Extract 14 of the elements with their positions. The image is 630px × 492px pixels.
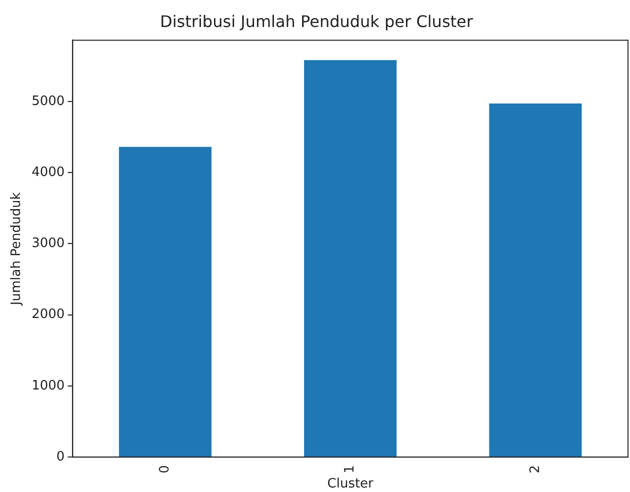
y-tick-label: 3000: [32, 236, 65, 252]
y-axis-title: Jumlah Penduduk: [9, 192, 24, 306]
y-tick-label: 5000: [32, 94, 65, 109]
bar: [304, 60, 397, 457]
y-tick-label: 4000: [32, 164, 65, 180]
x-tick-label: 2: [528, 465, 543, 474]
x-axis-title: Cluster: [327, 476, 374, 492]
y-tick-label: 1000: [32, 378, 65, 394]
bar: [489, 104, 582, 457]
x-tick-label: 0: [158, 465, 173, 474]
y-tick-label: 2000: [32, 307, 65, 322]
x-tick-label: 1: [342, 465, 358, 474]
chart-title: Distribusi Jumlah Penduduk per Cluster: [160, 12, 474, 31]
bar: [118, 146, 212, 457]
